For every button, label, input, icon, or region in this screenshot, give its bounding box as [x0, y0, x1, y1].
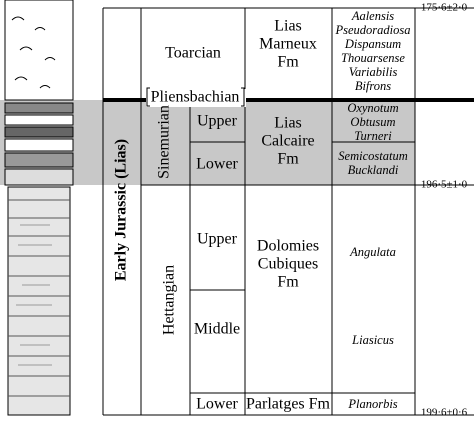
formation-label: Lias [274, 18, 302, 35]
formation-label: Marneux [259, 36, 317, 53]
zone-label: Turneri [354, 129, 392, 143]
substage-label: Middle [194, 321, 240, 338]
formation-label: Parlatges Fm [246, 396, 331, 413]
zone-label: Aalensis [351, 9, 394, 23]
formation-label: Fm [277, 54, 299, 71]
formation-label: Cubiques [258, 256, 318, 273]
zone-label: Angulata [349, 245, 396, 259]
zone-label: Obtusum [350, 115, 395, 129]
zone-label: Pseudoradiosa [335, 23, 411, 37]
stage-label: Sinemurian [156, 105, 173, 179]
formation-label: Fm [277, 151, 299, 168]
age-label: 196·5±1·0 [421, 179, 468, 191]
table-lines [102, 7, 474, 416]
zone-label: Planorbis [347, 397, 397, 411]
zone-label: Dispansum [344, 37, 401, 51]
formation-label: Calcaire [261, 133, 314, 150]
zone-label: Bifrons [355, 79, 391, 93]
substage-label: Lower [196, 156, 238, 173]
zone-label: Oxynotum [347, 101, 398, 115]
age-label: 199·6±0·6 [421, 407, 468, 419]
brackets [146, 87, 245, 107]
substage-label: Upper [197, 231, 238, 248]
age-label: 175·6±2·0 [421, 2, 468, 14]
formation-label: Dolomies [257, 238, 319, 255]
lithology-column [4, 0, 74, 416]
formation-label: Lias [274, 115, 302, 132]
zone-label: Variabilis [349, 65, 398, 79]
zone-label: Bucklandi [348, 163, 399, 177]
stage-label: Hettangian [161, 265, 178, 335]
substage-label: Lower [196, 396, 238, 413]
label-bg [146, 89, 246, 107]
stage-label: Toarcian [165, 45, 221, 62]
formation-label: Fm [277, 274, 299, 291]
stage-label: Pliensbachian [151, 89, 240, 106]
zone-label: Liasicus [351, 333, 394, 347]
zone-label: Thouarsense [341, 51, 405, 65]
substage-label: Upper [197, 113, 238, 130]
zone-label: Semicostatum [338, 149, 407, 163]
period-label: Early Jurassic (Lias) [113, 139, 130, 281]
